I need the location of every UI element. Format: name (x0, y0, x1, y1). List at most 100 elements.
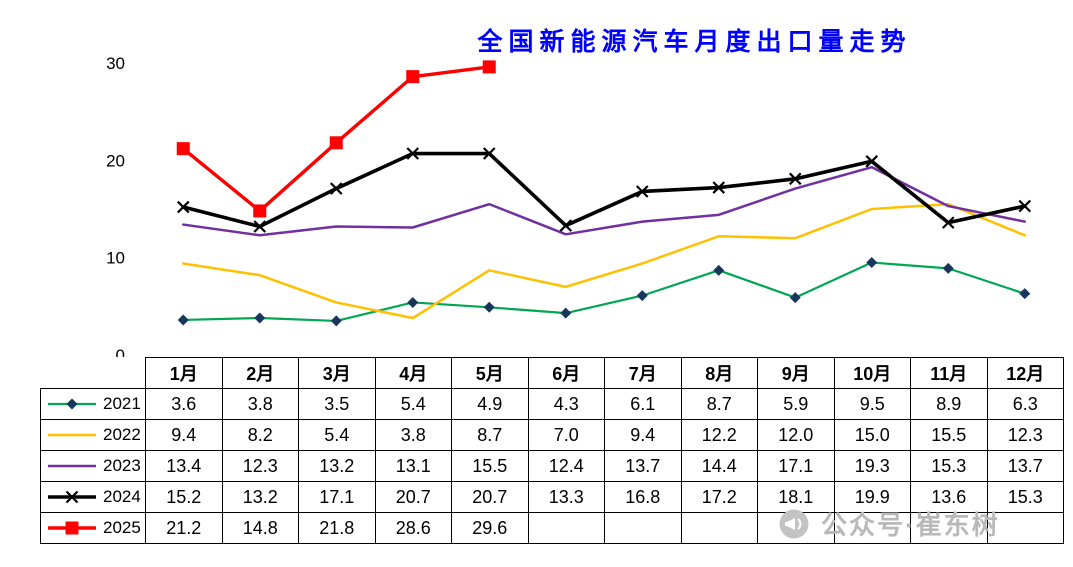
marker-diamond (177, 314, 189, 326)
chart-plot: 0 10 20 30 (106, 54, 1032, 357)
value-cell: 12.3 (986, 419, 1064, 451)
marker-diamond (66, 398, 78, 410)
chart-title: 全国新能源汽车月度出口量走势 (477, 29, 912, 56)
month-header-cell: 2月 (221, 357, 299, 389)
marker-diamond (866, 257, 878, 269)
value-cell: 3.6 (145, 388, 223, 420)
month-header-cell: 1月 (145, 357, 223, 389)
series-label: 2025 (103, 518, 141, 537)
value-cell (604, 512, 682, 544)
value-cell: 13.6 (910, 481, 988, 513)
month-header-cell: 9月 (757, 357, 835, 389)
value-cell: 13.1 (374, 450, 452, 482)
value-cell: 15.5 (910, 419, 988, 451)
value-cell (833, 512, 911, 544)
table-body: 1月 2月 3月 4月 5月 6月 7月 8月 9月 10月 11月 12月 2021 3.6 3.8 3.5… (40, 357, 1064, 544)
value-cell: 28.6 (374, 512, 452, 544)
legend-line-2023 (48, 464, 96, 468)
month-header-cell: 3月 (298, 357, 376, 389)
series-row-2023: 2023 13.4 12.3 13.2 13.1 15.5 12.4 13.7 14.4 17.1… (40, 450, 1064, 482)
marker-diamond (713, 264, 725, 276)
value-cell: 13.7 (604, 450, 682, 482)
value-cell: 17.2 (680, 481, 758, 513)
value-cell: 5.4 (298, 419, 376, 451)
marker-square (253, 204, 267, 218)
marker-diamond (560, 307, 572, 319)
value-cell: 13.7 (986, 450, 1064, 482)
legend-cell-2025: 2025 (40, 512, 146, 544)
value-cell: 17.1 (298, 481, 376, 513)
marker-square (406, 70, 420, 84)
y-tick-label: 10 (106, 249, 125, 268)
value-cell: 19.3 (833, 450, 911, 482)
value-cell: 5.9 (757, 388, 835, 420)
y-tick-label: 0 (116, 346, 125, 357)
series-label: 2022 (103, 425, 141, 444)
legend-line-2022 (48, 433, 96, 437)
value-cell: 3.8 (221, 388, 299, 420)
marker-x (406, 147, 420, 160)
value-cell: 9.5 (833, 388, 911, 420)
month-header-cell: 5月 (451, 357, 529, 389)
value-cell: 6.1 (604, 388, 682, 420)
marker-x (329, 182, 343, 195)
value-cell: 9.4 (145, 419, 223, 451)
marker-x (559, 219, 573, 232)
value-cell: 8.7 (680, 388, 758, 420)
marker-square (65, 521, 79, 535)
y-tick-label: 20 (106, 151, 125, 170)
value-cell: 16.8 (604, 481, 682, 513)
legend-cell-2023: 2023 (40, 450, 146, 482)
series-row-2022: 2022 9.4 8.2 5.4 3.8 8.7 7.0 9.4 12.2 12.0 15.0 15.… (40, 419, 1064, 451)
y-tick-label: 30 (106, 54, 125, 73)
series-label: 2023 (103, 456, 141, 475)
month-header-cell: 7月 (604, 357, 682, 389)
marker-x (482, 147, 496, 160)
marker-x (865, 155, 879, 168)
value-cell: 13.2 (298, 450, 376, 482)
value-cell: 12.0 (757, 419, 835, 451)
month-header-cell: 4月 (374, 357, 452, 389)
value-cell: 6.3 (986, 388, 1064, 420)
value-cell: 29.6 (451, 512, 529, 544)
marker-square (329, 136, 343, 150)
legend-line-2025 (48, 521, 96, 535)
value-cell (986, 512, 1064, 544)
month-header-cell: 10月 (833, 357, 911, 389)
series-line-2021 (182, 261, 1026, 323)
marker-x (788, 172, 802, 186)
marker-square (176, 142, 190, 156)
watermark-text: 公众号·崔东树 (821, 510, 1000, 540)
series-label: 2021 (103, 394, 141, 413)
value-cell: 21.8 (298, 512, 376, 544)
value-cell: 3.5 (298, 388, 376, 420)
value-cell: 20.7 (374, 481, 452, 513)
value-cell: 13.4 (145, 450, 223, 482)
value-cell: 8.7 (451, 419, 529, 451)
marker-diamond (254, 312, 266, 324)
value-cell: 19.9 (833, 481, 911, 513)
megaphone-icon (779, 509, 809, 538)
value-cell: 15.3 (986, 481, 1064, 513)
value-cell: 15.5 (451, 450, 529, 482)
marker-x (712, 181, 726, 194)
legend-cell-2022: 2022 (40, 419, 146, 451)
value-cell: 15.2 (145, 481, 223, 513)
marker-x (941, 216, 955, 229)
value-cell: 20.7 (451, 481, 529, 513)
value-cell: 12.2 (680, 419, 758, 451)
month-header-cell: 11月 (910, 357, 988, 389)
marker-x (176, 200, 190, 214)
data-table: 1月 2月 3月 4月 5月 6月 7月 8月 9月 10月 11月 12月 2021 3.6 3.8 3.5… (40, 357, 1064, 544)
value-cell: 3.8 (374, 419, 452, 451)
marker-x (635, 185, 649, 198)
value-cell: 15.3 (910, 450, 988, 482)
marker-diamond (330, 315, 342, 327)
marker-diamond (636, 290, 648, 302)
value-cell: 4.9 (451, 388, 529, 420)
value-cell: 4.3 (527, 388, 605, 420)
value-cell: 14.4 (680, 450, 758, 482)
value-cell: 9.4 (604, 419, 682, 451)
marker-diamond (942, 262, 954, 274)
value-cell: 8.9 (910, 388, 988, 420)
